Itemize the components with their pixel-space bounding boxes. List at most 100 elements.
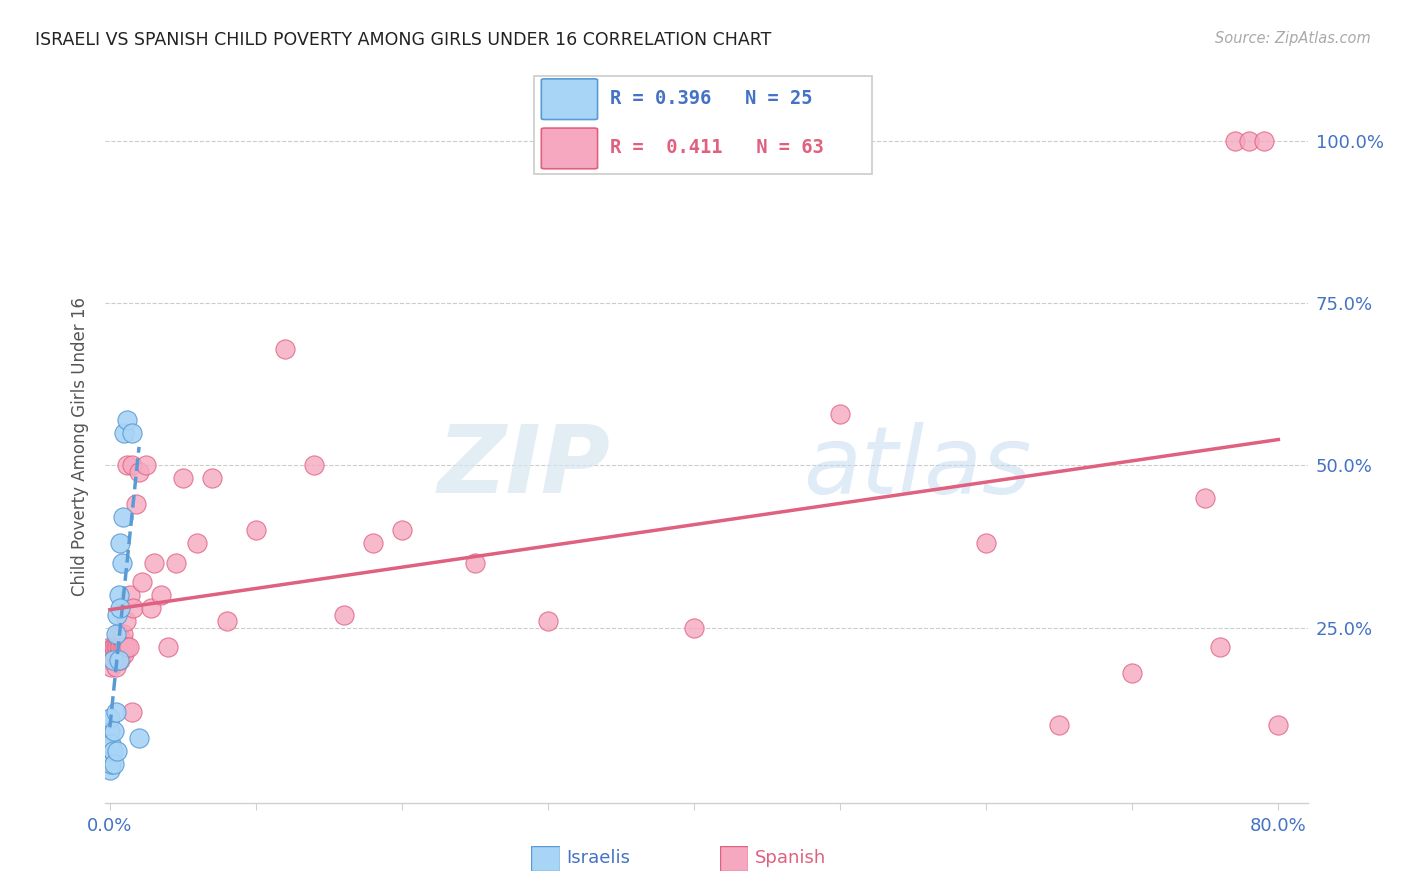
Point [107, 588, 129, 602]
Point [104, 705, 127, 719]
Point [98, 653, 121, 667]
Point [107, 647, 129, 661]
Point [107, 640, 129, 654]
Point [114, 647, 136, 661]
Point [1194, 491, 1216, 505]
Point [110, 640, 132, 654]
Point [131, 575, 153, 590]
FancyBboxPatch shape [534, 76, 872, 174]
Point [1121, 666, 1143, 681]
Point [1253, 134, 1275, 148]
Point [1237, 134, 1260, 148]
Point [128, 465, 150, 479]
Point [121, 705, 143, 719]
Point [245, 524, 267, 538]
Point [304, 458, 326, 473]
Point [332, 607, 354, 622]
Point [201, 471, 224, 485]
Point [142, 556, 165, 570]
Point [157, 640, 180, 654]
Point [120, 588, 142, 602]
Point [105, 653, 128, 667]
Point [115, 614, 138, 628]
Point [125, 497, 148, 511]
Text: Israelis: Israelis [567, 849, 631, 867]
Point [104, 640, 127, 654]
Point [98, 711, 121, 725]
Point [101, 744, 124, 758]
Point [108, 536, 131, 550]
Point [172, 471, 194, 485]
Point [830, 407, 852, 421]
Point [103, 756, 125, 771]
Point [464, 556, 486, 570]
Point [111, 510, 134, 524]
Point [121, 425, 143, 440]
Point [1047, 718, 1070, 732]
Point [361, 536, 384, 550]
Text: atlas: atlas [803, 422, 1031, 513]
Point [110, 647, 132, 661]
Point [98, 764, 121, 778]
Point [103, 647, 125, 661]
Point [100, 659, 122, 673]
Text: ZIP: ZIP [437, 421, 610, 514]
Point [103, 640, 125, 654]
Point [149, 588, 172, 602]
FancyBboxPatch shape [541, 78, 598, 120]
Point [118, 640, 141, 654]
Point [105, 607, 128, 622]
Point [98, 738, 121, 752]
Point [98, 640, 121, 654]
Point [98, 750, 121, 764]
Point [105, 744, 128, 758]
Text: Source: ZipAtlas.com: Source: ZipAtlas.com [1215, 31, 1371, 46]
Point [108, 640, 131, 654]
Point [121, 458, 143, 473]
Text: ISRAELI VS SPANISH CHILD POVERTY AMONG GIRLS UNDER 16 CORRELATION CHART: ISRAELI VS SPANISH CHILD POVERTY AMONG G… [35, 31, 772, 49]
Point [100, 756, 122, 771]
Point [101, 640, 124, 654]
Point [215, 614, 238, 628]
Point [100, 647, 122, 661]
Point [100, 738, 122, 752]
Point [114, 425, 136, 440]
Point [117, 413, 139, 427]
Point [107, 653, 129, 667]
Point [128, 731, 150, 745]
Point [111, 633, 134, 648]
Point [110, 556, 132, 570]
Point [537, 614, 560, 628]
Point [186, 536, 208, 550]
FancyBboxPatch shape [541, 128, 598, 169]
Point [103, 724, 125, 739]
Y-axis label: Child Poverty Among Girls Under 16: Child Poverty Among Girls Under 16 [72, 296, 90, 596]
Point [122, 601, 145, 615]
Point [1267, 718, 1289, 732]
Text: R =  0.411   N = 63: R = 0.411 N = 63 [610, 138, 824, 157]
Point [117, 458, 139, 473]
Point [104, 659, 127, 673]
Point [274, 342, 297, 356]
Point [108, 653, 131, 667]
Text: R = 0.396   N = 25: R = 0.396 N = 25 [610, 88, 813, 108]
Point [108, 601, 131, 615]
Point [391, 524, 413, 538]
Point [107, 627, 129, 641]
Text: Spanish: Spanish [755, 849, 827, 867]
Point [1209, 640, 1232, 654]
Point [1223, 134, 1246, 148]
Point [135, 458, 157, 473]
Point [683, 621, 706, 635]
Point [139, 601, 162, 615]
Point [974, 536, 997, 550]
Point [101, 653, 124, 667]
Point [114, 640, 136, 654]
Point [105, 640, 128, 654]
Point [98, 724, 121, 739]
Point [165, 556, 187, 570]
Point [117, 640, 139, 654]
Point [101, 653, 124, 667]
Point [104, 627, 127, 641]
Point [111, 627, 134, 641]
